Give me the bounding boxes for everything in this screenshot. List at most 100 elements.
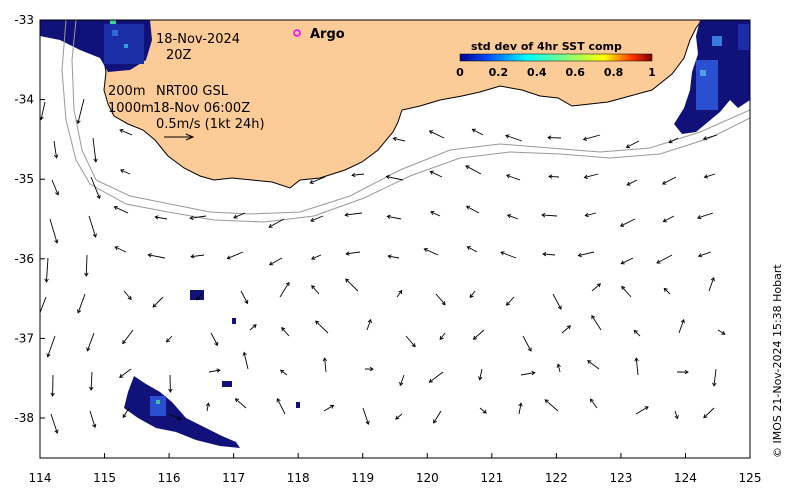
current-vector-head: [541, 212, 546, 218]
current-vector: [465, 165, 482, 175]
current-vector: [591, 315, 602, 331]
current-vector: [387, 215, 402, 220]
colorbar-tick-label: 0.2: [489, 66, 509, 79]
current-vector: [45, 257, 49, 282]
colorbar: [459, 53, 653, 62]
current-vector: [591, 283, 601, 292]
current-vector-head: [482, 409, 487, 414]
current-vector-head: [122, 340, 127, 345]
current-vector-head: [276, 398, 281, 403]
current-vector-head: [285, 281, 290, 287]
current-vector-head: [234, 398, 239, 403]
x-tick-label: 117: [222, 471, 245, 485]
colorbar-tick-label: 0.6: [565, 66, 585, 79]
current-vector-head: [584, 212, 589, 218]
isobath-200m: [71, 20, 750, 215]
current-vector: [552, 293, 562, 310]
current-vector-head: [721, 330, 726, 335]
current-vector: [518, 403, 522, 415]
current-vector-head: [684, 369, 689, 375]
current-vector-head: [168, 388, 173, 393]
y-tick-label: -35: [14, 172, 34, 186]
current-vector: [663, 288, 671, 295]
x-tick-label: 118: [287, 471, 310, 485]
current-vector-head: [589, 398, 594, 403]
current-vector: [621, 286, 632, 298]
current-vector-head: [329, 404, 335, 409]
current-vector-head: [242, 351, 247, 356]
current-vector: [366, 319, 372, 331]
current-vector: [543, 253, 556, 256]
current-vector-head: [472, 335, 478, 340]
current-vector-head: [345, 278, 350, 283]
current-vector: [500, 251, 517, 259]
current-vector-head: [310, 255, 316, 260]
scale-label: 0.5m/s (1kt 24h): [156, 117, 265, 132]
current-vector: [206, 403, 209, 412]
colorbar-ticks: 0 0.2 0.4 0.6 0.8 1: [456, 66, 656, 79]
current-vector: [704, 173, 716, 178]
current-vector-head: [392, 136, 397, 142]
current-vector-head: [633, 329, 638, 334]
current-vector-head: [478, 376, 483, 381]
current-vector: [430, 211, 441, 217]
current-vector-head: [93, 158, 98, 163]
y-tick-label: -34: [14, 93, 34, 107]
current-vector-head: [344, 212, 349, 217]
current-vector-head: [369, 366, 374, 372]
current-vector-head: [177, 416, 182, 421]
current-vector-head: [96, 194, 101, 200]
current-vector: [315, 320, 329, 334]
current-vector-head: [506, 214, 512, 219]
sst-speck-4: [296, 402, 300, 408]
current-vector-head: [351, 172, 356, 178]
argo-label: Argo: [310, 27, 345, 42]
current-vector-head: [252, 324, 257, 329]
current-vector: [323, 405, 334, 412]
current-vector: [90, 176, 101, 199]
current-vector-head: [89, 386, 94, 391]
current-vector-head: [322, 357, 328, 362]
current-vector: [345, 278, 359, 292]
current-vector-head: [46, 353, 51, 358]
current-vector-head: [465, 165, 470, 170]
current-vector-head: [205, 402, 211, 407]
current-vector-head: [279, 369, 285, 374]
current-vector: [309, 176, 326, 184]
current-vector-head: [621, 285, 626, 290]
x-tick-label: 124: [674, 471, 697, 485]
current-vector: [424, 248, 439, 256]
colorbar-title: std dev of 4hr SST comp: [471, 40, 622, 53]
current-vector-head: [92, 423, 97, 429]
current-vector: [114, 246, 127, 253]
current-vector-head: [505, 174, 511, 179]
current-vector: [196, 293, 203, 301]
current-vector-head: [315, 320, 320, 325]
current-vector: [269, 257, 283, 266]
current-vector: [89, 410, 96, 428]
y-tick-label: -36: [14, 252, 34, 266]
current-vector-head: [53, 154, 59, 159]
current-vector-head: [367, 318, 372, 324]
current-vector: [240, 290, 248, 304]
current-vector-head: [119, 373, 124, 378]
current-vector-head: [542, 252, 547, 257]
current-vector: [542, 214, 558, 217]
current-vector: [155, 216, 168, 220]
model-time-label: 18-Nov 06:00Z: [153, 101, 250, 116]
y-axis: -33 -34 -35 -36 -37 -38: [14, 13, 45, 425]
current-vector-head: [311, 285, 316, 290]
current-vector: [119, 368, 132, 378]
current-vector: [467, 246, 478, 253]
current-vector: [249, 324, 257, 331]
source-label: NRT00 GSL: [156, 84, 229, 99]
current-vector-head: [92, 233, 97, 238]
current-vector-head: [395, 415, 400, 420]
x-tick-label: 116: [158, 471, 181, 485]
current-vector: [345, 212, 363, 216]
current-vector: [708, 277, 715, 292]
current-vector-head: [385, 174, 390, 180]
current-vector: [405, 335, 416, 347]
current-vector-head: [268, 261, 274, 266]
